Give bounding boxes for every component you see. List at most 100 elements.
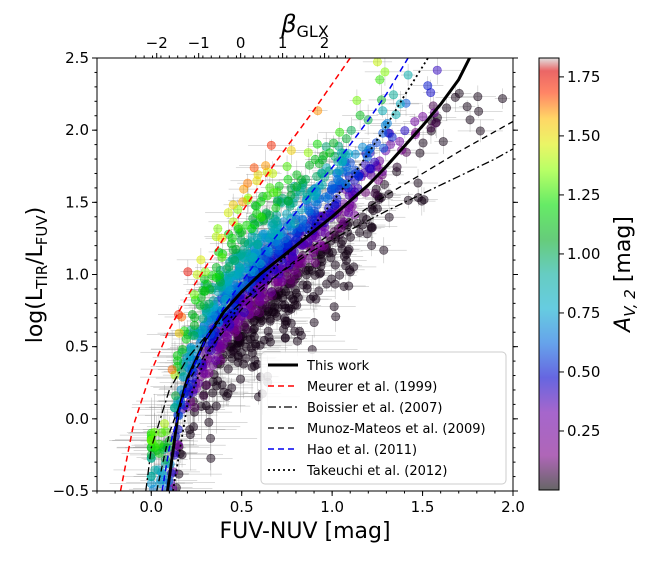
data-point: [450, 92, 460, 102]
data-point: [263, 326, 273, 336]
top-beta-axis: −2 −1 0 1 2: [135, 34, 347, 58]
top-tick-label: 0: [236, 34, 246, 52]
data-point: [329, 138, 339, 148]
colorbar-tick-label: 1.00: [567, 245, 600, 263]
data-point: [312, 172, 322, 182]
data-point: [292, 170, 302, 180]
data-point: [172, 351, 182, 361]
data-point: [285, 275, 295, 285]
data-point: [199, 274, 209, 284]
data-point: [223, 208, 233, 218]
data-point: [302, 270, 312, 280]
data-point: [311, 294, 321, 304]
top-tick-label: −2: [146, 34, 168, 52]
scatter-points: [109, 58, 511, 491]
data-point: [266, 287, 276, 297]
data-point: [304, 253, 314, 263]
top-axis-label: βGLX: [280, 10, 329, 41]
colorbar-tick-label: 1.50: [567, 127, 600, 145]
data-point: [322, 279, 332, 289]
data-point: [181, 334, 191, 344]
data-point: [202, 380, 212, 390]
data-point: [432, 65, 442, 75]
data-point: [223, 364, 233, 374]
colorbar-tick-label: 0.25: [567, 422, 600, 440]
data-point: [265, 316, 275, 326]
data-point: [272, 216, 282, 226]
data-point: [349, 262, 359, 272]
y-tick-label: −0.5: [53, 482, 89, 500]
data-point: [265, 337, 275, 347]
curve-5: [161, 58, 409, 491]
x-tick-label: 1.0: [320, 498, 344, 516]
data-point: [239, 359, 249, 369]
data-point: [334, 166, 344, 176]
data-point: [236, 374, 246, 384]
data-point: [249, 267, 259, 277]
model-curves: [119, 58, 513, 491]
data-point: [255, 259, 265, 269]
data-point: [197, 325, 207, 335]
data-point: [228, 346, 238, 356]
data-point: [498, 94, 508, 104]
data-point: [395, 136, 405, 146]
data-point: [309, 318, 319, 328]
data-point: [330, 260, 340, 270]
data-point: [228, 200, 238, 210]
top-tick-label: 1: [278, 34, 288, 52]
colorbar-frame: [538, 57, 560, 491]
legend-label: Takeuchi et al. (2012): [306, 464, 448, 479]
data-point: [417, 196, 427, 206]
x-tick-label: 0.0: [139, 498, 163, 516]
data-point: [239, 308, 249, 318]
colorbar: 0.25 0.50 0.75 1.00 1.25 1.50 1.75: [538, 57, 600, 491]
data-point: [410, 117, 420, 127]
data-point: [379, 245, 389, 255]
data-point: [256, 212, 266, 222]
legend-box: [260, 351, 507, 485]
data-point: [462, 102, 472, 112]
data-point: [238, 197, 248, 207]
x-tick-label: 0.5: [230, 498, 254, 516]
data-point: [253, 170, 263, 180]
data-point: [252, 359, 262, 369]
data-point: [304, 206, 314, 216]
y-tick-label: 0.5: [65, 338, 89, 356]
data-point: [256, 196, 266, 206]
data-point: [331, 312, 341, 322]
data-point: [171, 391, 181, 401]
data-point: [201, 401, 211, 411]
data-point: [204, 417, 214, 427]
data-point: [280, 333, 290, 343]
data-point: [211, 272, 221, 282]
y-tick-label: 2.0: [65, 121, 89, 139]
data-point: [475, 126, 485, 136]
data-point: [198, 313, 208, 323]
legend: This work Meurer et al. (1999) Boissier et…: [260, 351, 507, 485]
data-point: [314, 286, 324, 296]
data-point: [384, 212, 394, 222]
data-point: [342, 166, 352, 176]
data-point: [387, 132, 397, 142]
data-point: [344, 281, 354, 291]
data-point: [208, 388, 218, 398]
data-point: [358, 142, 368, 152]
data-point: [392, 162, 402, 172]
data-point: [303, 238, 313, 248]
data-point: [367, 241, 377, 251]
data-point: [298, 215, 308, 225]
legend-label: Meurer et al. (1999): [307, 380, 437, 395]
data-point: [378, 106, 388, 116]
data-point: [149, 427, 159, 437]
data-point: [303, 148, 313, 158]
data-point: [330, 200, 340, 210]
data-point: [250, 339, 260, 349]
data-point: [229, 303, 239, 313]
data-point: [189, 330, 199, 340]
data-point: [355, 228, 365, 238]
data-point: [160, 419, 170, 429]
data-point: [367, 204, 377, 214]
data-point: [418, 112, 428, 122]
data-point: [403, 70, 413, 80]
data-point: [200, 286, 210, 296]
